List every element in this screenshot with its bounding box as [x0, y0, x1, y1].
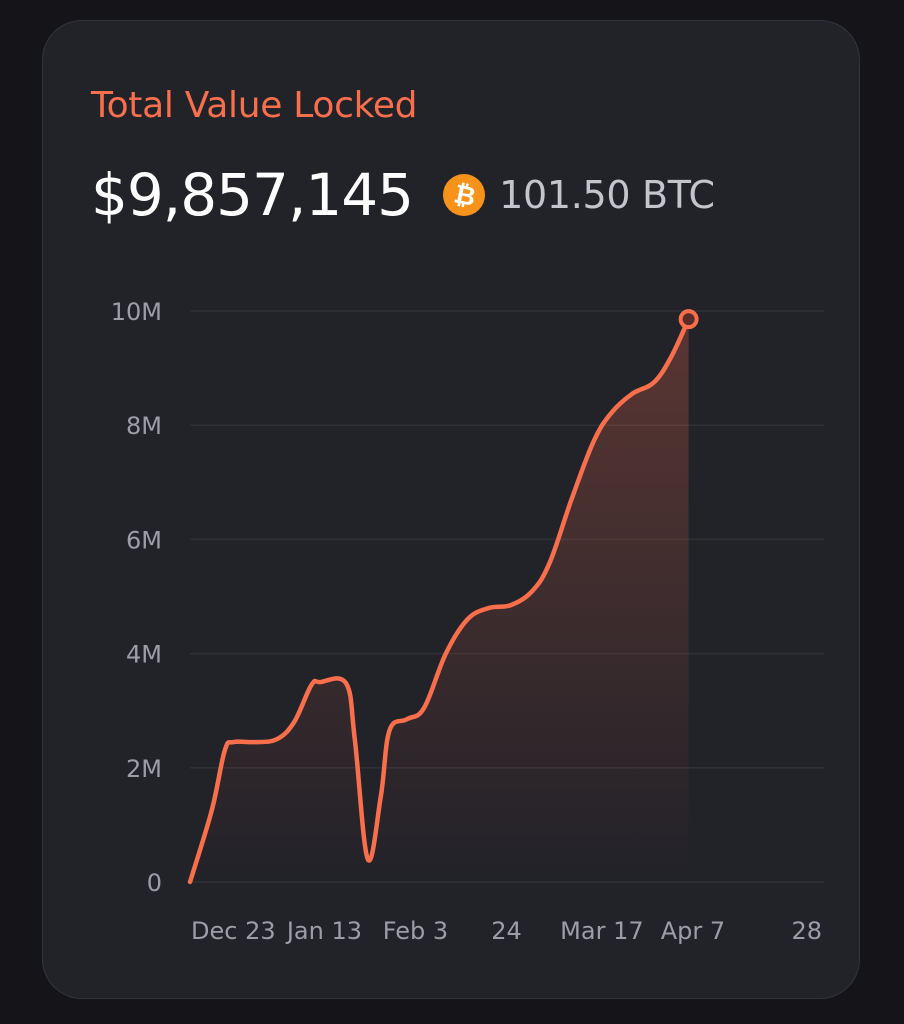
- x-tick-label: Dec 23: [191, 917, 276, 945]
- x-axis: Dec 23 Jan 13 Feb 3 24 Mar 17 Apr 7 28: [191, 917, 822, 945]
- y-axis: 0 2M 4M 6M 8M 10M: [111, 298, 162, 897]
- card-title: Total Value Locked: [91, 85, 418, 126]
- x-tick-label: 28: [791, 917, 822, 945]
- series-line: [187, 316, 691, 885]
- x-tick-label: Mar 17: [560, 917, 643, 945]
- y-tick-label: 4M: [126, 641, 162, 669]
- x-tick-label: 24: [491, 917, 522, 945]
- y-tick-label: 2M: [126, 755, 162, 783]
- x-tick-label: Apr 7: [661, 917, 725, 945]
- latest-point-marker[interactable]: [678, 309, 699, 330]
- y-tick-label: 10M: [111, 298, 162, 326]
- y-tick-label: 0: [147, 869, 162, 897]
- area-fill: [190, 319, 689, 882]
- btc-amount: 101.50 BTC: [499, 173, 715, 217]
- value-row: $9,857,145 ₿ 101.50 BTC: [91, 161, 715, 229]
- tvl-value: $9,857,145: [91, 161, 414, 229]
- y-tick-label: 8M: [126, 412, 162, 440]
- y-tick-label: 6M: [126, 526, 162, 554]
- x-tick-label: Feb 3: [383, 917, 448, 945]
- bitcoin-icon: ₿: [443, 174, 486, 216]
- x-tick-label: Jan 13: [285, 917, 362, 945]
